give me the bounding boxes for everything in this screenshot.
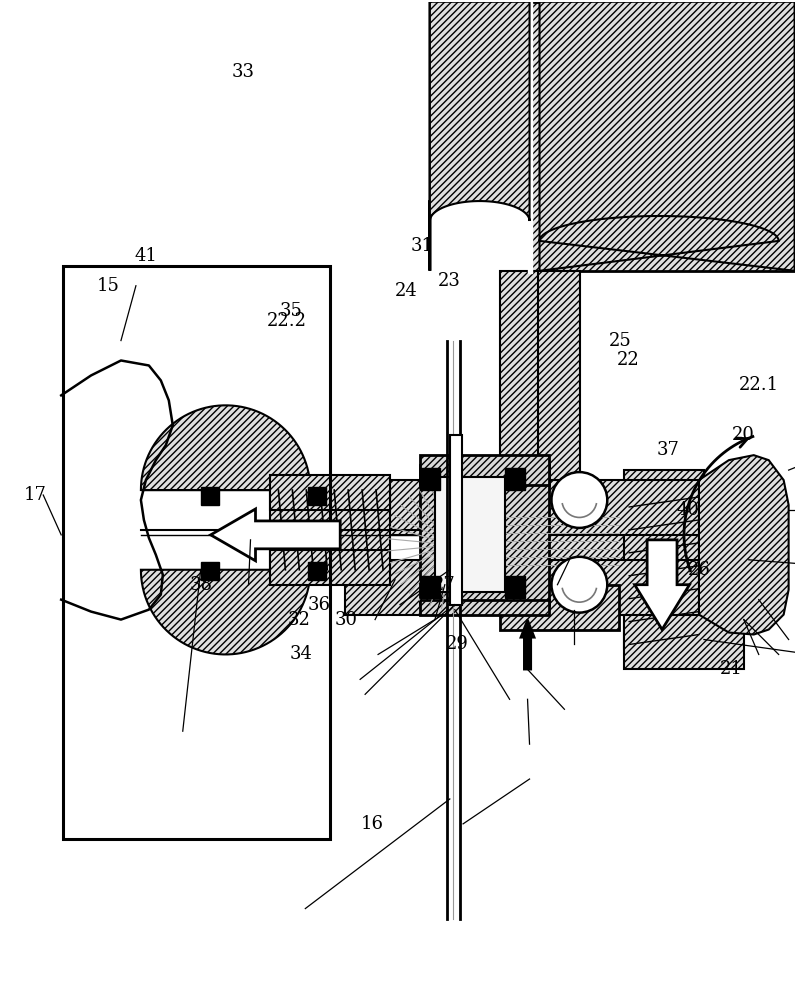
Bar [500, 271, 537, 510]
Bar [536, 271, 580, 510]
Text: 25: 25 [609, 332, 631, 350]
Bar [420, 465, 549, 605]
Bar [505, 576, 525, 598]
Bar [201, 487, 219, 505]
Text: 37: 37 [656, 441, 679, 459]
Circle shape [552, 557, 607, 613]
Bar [308, 562, 326, 580]
Text: 20: 20 [732, 426, 755, 444]
Polygon shape [540, 2, 794, 271]
Text: 29: 29 [446, 635, 469, 653]
Text: 40: 40 [676, 501, 699, 519]
Polygon shape [430, 2, 529, 271]
Polygon shape [141, 405, 310, 490]
Bar [420, 468, 440, 490]
Bar [500, 585, 619, 630]
Text: 31: 31 [410, 237, 433, 255]
Text: 36: 36 [307, 596, 330, 614]
Text: 16: 16 [361, 815, 384, 833]
Text: 24: 24 [395, 282, 417, 300]
Text: 32: 32 [287, 611, 310, 629]
Bar [624, 525, 743, 669]
Text: 33: 33 [232, 63, 255, 81]
Text: 23: 23 [438, 272, 461, 290]
Bar [201, 562, 219, 580]
Polygon shape [141, 570, 310, 654]
Bar [345, 560, 709, 615]
Text: 21: 21 [720, 660, 743, 678]
Polygon shape [430, 2, 529, 221]
Text: 22.2: 22.2 [267, 312, 307, 330]
Bar [420, 600, 549, 615]
Circle shape [552, 472, 607, 528]
Bar [271, 490, 390, 570]
Text: 27: 27 [433, 576, 455, 594]
Text: 22: 22 [617, 351, 639, 369]
Bar [624, 470, 704, 649]
Text: 38: 38 [189, 576, 213, 594]
Bar [271, 550, 390, 585]
Text: 26: 26 [688, 561, 711, 579]
Bar [450, 435, 462, 605]
Text: 15: 15 [97, 277, 120, 295]
Text: 41: 41 [135, 247, 157, 265]
FancyArrow shape [634, 540, 689, 630]
Polygon shape [529, 2, 794, 271]
Text: 34: 34 [290, 645, 313, 663]
Bar [63, 266, 330, 839]
Bar [505, 468, 525, 490]
Bar [420, 455, 549, 485]
FancyArrow shape [521, 620, 535, 669]
Bar [435, 477, 505, 592]
Bar [528, 2, 532, 273]
Polygon shape [699, 455, 789, 635]
Bar [308, 487, 326, 505]
Bar [271, 475, 390, 510]
Text: 35: 35 [279, 302, 302, 320]
Bar [490, 530, 699, 590]
FancyArrow shape [211, 509, 340, 561]
Text: 22.1: 22.1 [739, 376, 779, 394]
Bar [345, 480, 709, 535]
Bar [420, 576, 440, 598]
Text: 17: 17 [23, 486, 46, 504]
Text: 30: 30 [335, 611, 358, 629]
